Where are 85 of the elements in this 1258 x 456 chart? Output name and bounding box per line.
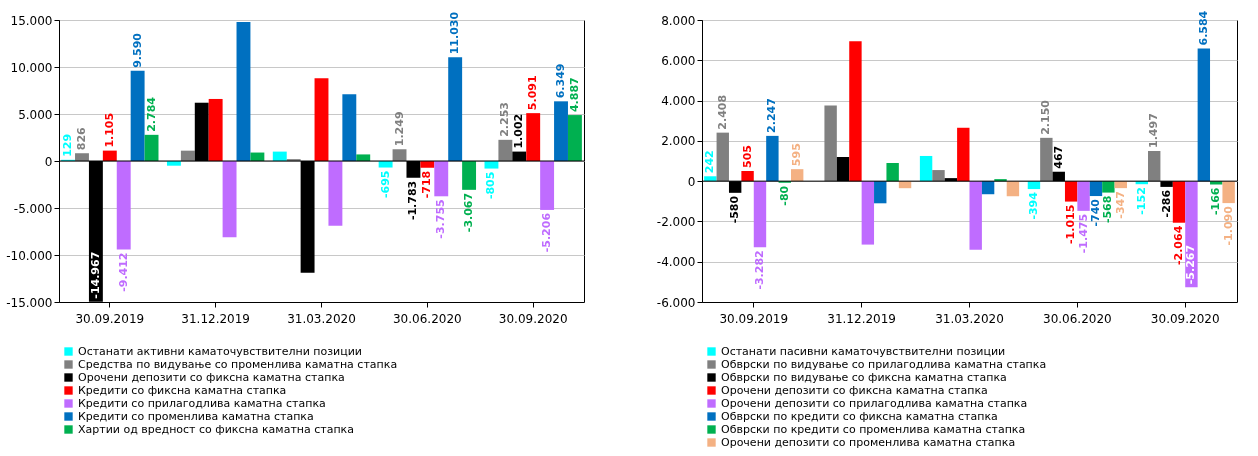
y-tick-label: 15.000 [10, 13, 53, 28]
y-tick-label: 5.000 [18, 107, 53, 122]
x-tick-label: 30.06.2020 [1043, 311, 1112, 326]
y-tick-label: -5.000 [13, 201, 53, 216]
data-label: 1.249 [392, 111, 406, 147]
data-label: -740 [1088, 198, 1102, 227]
y-tick-label: 10.000 [10, 60, 53, 75]
data-label: -805 [484, 171, 498, 200]
data-label: 1.497 [1147, 113, 1161, 148]
data-label: -14.967 [88, 251, 102, 299]
data-label: -5.267 [1184, 244, 1198, 285]
data-label: 1.105 [102, 112, 116, 148]
data-label: 6.584 [1196, 10, 1210, 46]
data-label: 1.002 [512, 113, 526, 149]
data-label: 2.247 [765, 98, 779, 133]
legend-label: Орочени депозити со прилагодлива каматна стапка [721, 396, 1028, 410]
legend-label: Кредити со фиксна каматна стапка [78, 383, 287, 397]
data-label: 505 [740, 145, 754, 168]
x-tick-label: 31.12.2019 [827, 311, 896, 326]
data-label: -568 [1101, 195, 1115, 224]
data-label: -5.206 [540, 212, 554, 253]
legend-label: Останати пасивни каматочувствителни позиции [721, 344, 1006, 358]
y-tick-label: 2.000 [661, 134, 696, 149]
data-label: -2.064 [1172, 225, 1186, 266]
data-label: 9.590 [130, 32, 144, 68]
data-label: -3.755 [434, 199, 448, 239]
x-tick-label: 30.06.2020 [392, 311, 462, 326]
data-label: -1.015 [1064, 204, 1078, 244]
y-tick-label: -2.000 [656, 214, 696, 229]
data-label: -3.282 [752, 250, 766, 290]
data-label: -394 [1026, 191, 1040, 220]
x-tick-label: 31.03.2020 [287, 311, 356, 326]
data-label: -1.475 [1076, 213, 1090, 254]
legend-label: Орочени депозити со фиксна каматна стапка [721, 383, 988, 397]
data-label: 4.887 [567, 77, 581, 113]
legend-label: Кредити со променлива каматна стапка [78, 409, 314, 423]
data-label: -80 [777, 185, 791, 206]
data-label: -3.067 [462, 192, 476, 233]
data-label: 2.150 [1039, 99, 1053, 135]
x-tick-label: 30.09.2020 [1150, 311, 1220, 326]
data-label: -166 [1209, 187, 1223, 216]
data-label: 595 [790, 143, 804, 167]
legend-label: Останати активни каматочувствителни позиции [78, 344, 362, 358]
legend-label: Хартии од вредност со фиксна каматна стапка [78, 422, 354, 436]
y-tick-label: 4.000 [661, 94, 696, 109]
legend-label: Орочени депозити со променлива каматна стапка [721, 435, 1016, 449]
data-label: 826 [74, 126, 88, 151]
data-label: -580 [728, 195, 742, 224]
y-tick-label: 6.000 [661, 53, 696, 68]
legend-label: Обврски по видување со фиксна каматна стапка [721, 370, 1007, 384]
data-label: 5.091 [526, 75, 540, 111]
data-label: -718 [420, 170, 434, 199]
data-label: 2.784 [144, 96, 158, 132]
data-label: -1.783 [406, 180, 420, 221]
data-label: 2.253 [498, 102, 512, 137]
data-label: 242 [703, 150, 717, 174]
data-label: -286 [1159, 189, 1173, 218]
x-tick-label: 30.09.2019 [75, 311, 145, 326]
data-label: -695 [378, 170, 392, 199]
data-label: -152 [1134, 187, 1148, 215]
data-label: -9.412 [116, 252, 130, 292]
y-tick-label: -15.000 [6, 295, 53, 310]
legend-label: Кредити со прилагодлива каматна стапка [78, 396, 326, 410]
data-label: -1.090 [1221, 205, 1235, 246]
data-label: 129 [61, 133, 75, 157]
data-label: 2.408 [715, 94, 729, 130]
legend-label: Обврски по кредити со фиксна каматна стапка [721, 409, 998, 423]
x-tick-label: 30.09.2019 [719, 311, 789, 326]
x-tick-label: 30.09.2020 [498, 311, 568, 326]
x-tick-label: 31.03.2020 [935, 311, 1004, 326]
legend-label: Обврски по видување со прилагодлива каматна стапка [721, 357, 1047, 371]
y-tick-label: 0 [44, 154, 53, 169]
y-tick-label: 0 [687, 174, 696, 189]
y-tick-label: -4.000 [656, 255, 696, 270]
legend-label: Орочени депозити со фиксна каматна стапка [78, 370, 345, 384]
data-label: 6.349 [554, 63, 568, 99]
data-label: -347 [1113, 191, 1127, 219]
data-label: 467 [1051, 145, 1065, 169]
data-label: 11.030 [448, 11, 462, 55]
x-tick-label: 31.12.2019 [181, 311, 251, 326]
legend-label: Средства по видување со променлива каматна стапка [78, 357, 398, 371]
legend-label: Обврски по кредити со променлива каматна стапка [721, 422, 1026, 436]
y-tick-label: -10.000 [6, 248, 53, 263]
y-tick-label: 8.000 [661, 13, 696, 28]
y-tick-label: -6.000 [656, 295, 696, 310]
